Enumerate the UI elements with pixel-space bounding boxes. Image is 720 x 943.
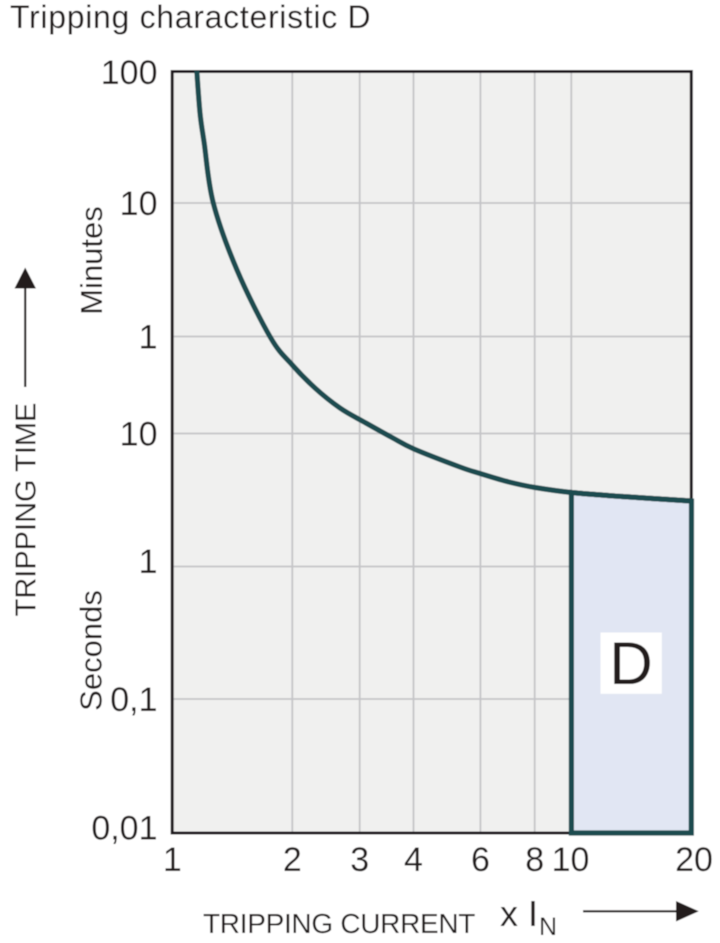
- svg-text:10: 10: [120, 415, 158, 453]
- svg-text:100: 100: [101, 54, 158, 92]
- svg-text:TRIPPING TIME: TRIPPING TIME: [11, 403, 43, 617]
- svg-text:8: 8: [525, 841, 544, 879]
- svg-text:x I: x I: [500, 893, 538, 934]
- svg-text:10: 10: [120, 185, 158, 223]
- svg-text:Seconds: Seconds: [74, 590, 109, 711]
- svg-text:Tripping characteristic D: Tripping characteristic D: [10, 0, 371, 35]
- svg-text:D: D: [609, 630, 652, 697]
- svg-text:0,1: 0,1: [110, 681, 157, 719]
- svg-text:20: 20: [675, 841, 713, 879]
- svg-text:Minutes: Minutes: [74, 206, 109, 315]
- svg-text:0,01: 0,01: [91, 809, 157, 847]
- svg-text:N: N: [539, 913, 557, 941]
- svg-text:3: 3: [350, 841, 369, 879]
- svg-text:10: 10: [552, 841, 590, 879]
- svg-text:2: 2: [283, 841, 302, 879]
- svg-text:1: 1: [139, 318, 158, 356]
- svg-text:6: 6: [471, 841, 490, 879]
- svg-text:4: 4: [404, 841, 423, 879]
- svg-text:TRIPPING CURRENT: TRIPPING CURRENT: [203, 908, 475, 939]
- svg-text:1: 1: [163, 841, 182, 879]
- svg-text:1: 1: [139, 543, 158, 581]
